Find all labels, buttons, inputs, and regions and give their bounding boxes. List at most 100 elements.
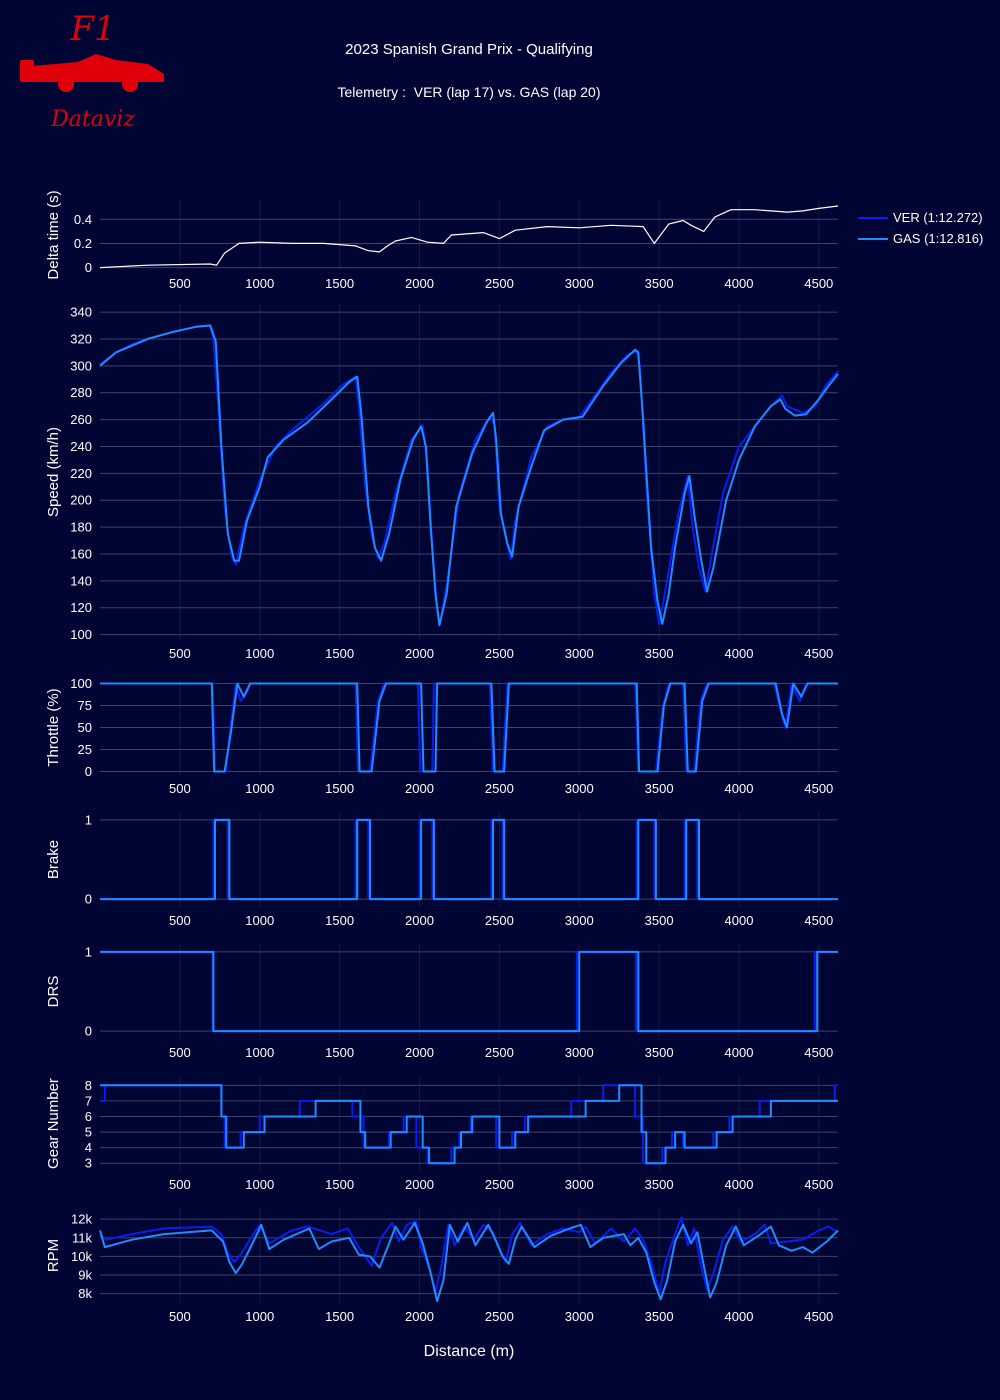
series-line-2-1 [100,682,838,773]
y-tick-label: 200 [70,493,92,508]
x-tick-label: 1500 [325,913,354,928]
x-tick-label: 3000 [565,276,594,291]
y-tick-label: 260 [70,412,92,427]
x-tick-label: 1500 [325,646,354,661]
x-tick-label: 4500 [804,646,833,661]
series-line-5-0 [100,1084,838,1165]
x-tick-label: 500 [169,781,191,796]
x-tick-label: 3500 [645,276,674,291]
x-tick-label: 2500 [485,781,514,796]
chart-subtitle: Telemetry : VER (lap 17) vs. GAS (lap 20… [337,84,601,100]
x-tick-label: 3000 [565,781,594,796]
series-line-6-1 [99,1221,839,1303]
y-tick-label: 8k [78,1286,92,1301]
x-tick-label: 1000 [245,1177,274,1192]
x-tick-label: 2000 [405,1177,434,1192]
y-tick-label: 140 [70,573,92,588]
x-tick-label: 4000 [725,646,754,661]
x-tick-label: 1500 [325,1177,354,1192]
y-tick-label: 9k [78,1268,92,1283]
y-tick-label: 10k [71,1249,92,1264]
y-tick-label: 7 [85,1093,92,1108]
x-axis-title: Distance (m) [423,1343,515,1360]
y-tick-label: 1 [85,944,92,959]
x-tick-label: 500 [169,1309,191,1324]
y-tick-label: 0 [85,260,92,275]
y-tick-label: 0 [85,892,92,907]
x-tick-label: 1000 [245,781,274,796]
y-axis-title: Speed (km/h) [45,427,62,517]
legend-swatch-gas [858,237,888,240]
x-tick-label: 3000 [565,646,594,661]
x-tick-label: 4000 [725,276,754,291]
y-tick-label: 340 [70,305,92,320]
x-tick-label: 3500 [645,1309,674,1324]
legend-item-ver[interactable]: VER (1:12.272) [858,207,983,228]
y-tick-label: 6 [85,1109,92,1124]
series-line-1-1 [99,324,839,627]
series-line-1-0 [99,324,839,625]
y-tick-label: 75 [78,698,92,713]
y-tick-label: 180 [70,520,92,535]
series-line-4-0 [100,950,838,1033]
x-tick-label: 2500 [485,646,514,661]
y-tick-label: 100 [70,627,92,642]
y-tick-label: 5 [85,1125,92,1140]
y-tick-label: 0.2 [74,236,92,251]
series-line-4-1 [100,950,838,1033]
chart-title: 2023 Spanish Grand Prix - Qualifying [345,41,593,58]
x-tick-label: 500 [169,1045,191,1060]
x-tick-label: 2500 [485,1045,514,1060]
x-tick-label: 4500 [804,276,833,291]
y-tick-label: 160 [70,546,92,561]
x-tick-label: 4000 [725,1177,754,1192]
x-tick-label: 4000 [725,1309,754,1324]
series-line-0-0 [99,205,839,269]
x-tick-label: 3500 [645,1177,674,1192]
x-tick-label: 3000 [565,1045,594,1060]
y-tick-label: 11k [72,1230,92,1245]
x-tick-label: 1000 [245,276,274,291]
legend-swatch-ver [858,216,888,219]
series-line-3-1 [100,818,838,901]
x-tick-label: 3000 [565,913,594,928]
y-tick-label: 320 [70,331,92,346]
x-tick-label: 4500 [804,913,833,928]
y-tick-label: 0 [85,764,92,779]
legend: VER (1:12.272) GAS (1:12.816) [858,207,983,249]
y-tick-label: 220 [70,466,92,481]
legend-item-gas[interactable]: GAS (1:12.816) [858,228,983,249]
x-tick-label: 1000 [245,1045,274,1060]
x-tick-label: 500 [169,646,191,661]
x-tick-label: 500 [169,1177,191,1192]
y-tick-label: 0.4 [74,212,92,227]
y-tick-label: 25 [78,742,92,757]
y-tick-label: 1 [85,812,92,827]
y-tick-label: 240 [70,439,92,454]
x-tick-label: 2000 [405,781,434,796]
x-tick-label: 500 [169,913,191,928]
x-tick-label: 3000 [565,1309,594,1324]
y-tick-label: 300 [70,358,92,373]
x-tick-label: 2000 [405,1309,434,1324]
x-tick-label: 4000 [725,1045,754,1060]
y-tick-label: 12k [71,1212,92,1227]
series-line-3-0 [100,818,838,901]
x-tick-label: 500 [169,276,191,291]
x-tick-label: 4500 [804,1045,833,1060]
legend-label-ver: VER (1:12.272) [893,210,983,225]
x-tick-label: 1000 [245,646,274,661]
y-axis-title: RPM [45,1239,62,1272]
x-tick-label: 1500 [325,1309,354,1324]
y-axis-title: Throttle (%) [45,688,62,766]
x-tick-label: 1500 [325,276,354,291]
f1-car-icon [20,54,164,92]
logo-f1-text: F1 [69,9,115,49]
y-tick-label: 280 [70,385,92,400]
x-tick-label: 1500 [325,1045,354,1060]
y-tick-label: 120 [70,600,92,615]
x-tick-label: 4500 [804,1177,833,1192]
y-axis-title: Gear Number [45,1078,62,1169]
x-tick-label: 4000 [725,913,754,928]
x-tick-label: 4000 [725,781,754,796]
